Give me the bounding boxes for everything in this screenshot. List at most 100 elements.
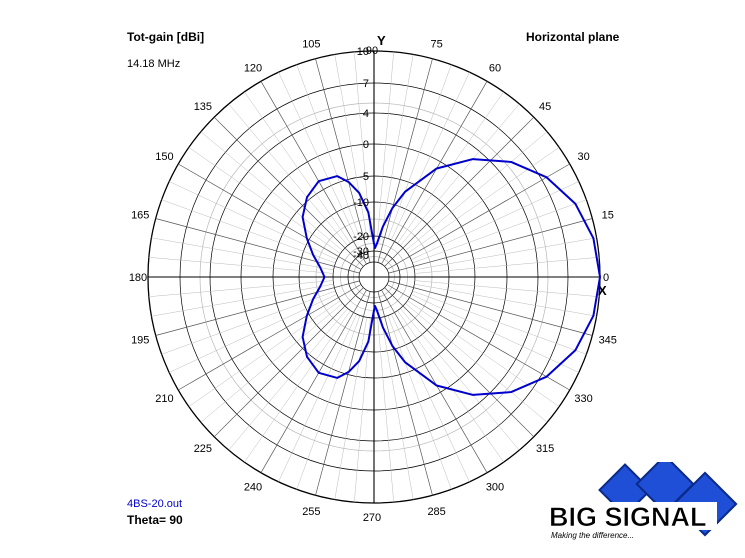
grid-spoke [155,218,360,274]
angle-tick-label: 60 [489,62,501,74]
grid-spoke [384,287,535,438]
grid-spoke [169,294,337,373]
grid-spoke [377,51,394,237]
grid-spoke [260,81,367,265]
grid-spoke [178,284,362,391]
angle-tick-label: 240 [244,482,262,494]
angle-tick-label: 270 [363,512,381,524]
grid-spoke [384,116,535,267]
grid-spoke [387,64,452,239]
grid-spoke [169,181,337,260]
svg-text:BIG SIGNAL: BIG SIGNAL [549,502,707,532]
grid-spoke [334,317,368,500]
angle-tick-label: 90 [366,45,378,57]
grid-spoke [381,81,488,265]
angle-tick-label: 285 [427,506,445,518]
grid-spoke [228,308,348,451]
grid-spoke [200,303,343,423]
grid-spoke [315,291,371,496]
angle-tick-label: 330 [574,393,592,405]
radial-tick-label: 0 [363,139,369,151]
grid-spoke [213,287,364,438]
grid-spoke [377,317,394,503]
grid-spoke [296,64,361,239]
grid-spoke [260,289,367,473]
grid-spoke [412,199,587,264]
grid-spoke [387,315,452,490]
grid-spoke [200,131,343,251]
radial-tick-label: 4 [363,108,369,120]
grid-spoke [391,314,470,482]
angle-tick-label: 315 [536,443,554,455]
grid-spoke [148,257,334,274]
radial-tick-label: 7 [363,78,369,90]
angle-tick-label: 255 [302,506,320,518]
grid-spoke [151,283,334,317]
angle-tick-label: 165 [131,209,149,221]
chart-title: Tot-gain [dBi] [127,30,205,44]
grid-spoke [388,280,593,336]
grid-spoke [151,237,334,271]
grid-spoke [296,315,361,490]
svg-text:Making the difference...: Making the difference... [551,531,634,540]
grid-spoke [400,103,520,246]
radial-tick-label: -30 [353,246,369,258]
radial-tick-label: -40 [353,250,369,262]
grid-spoke [161,290,336,355]
grid-spoke [161,199,336,264]
grid-spoke [377,291,433,496]
tick-labels: 0 15 30 45 60 75 90 105 120 135 150 165 180 195 210 225… [129,38,617,524]
angle-tick-label: 210 [155,393,173,405]
grid-spoke [397,91,504,244]
grid-spoke [388,218,593,274]
grid-spoke [188,147,341,254]
grid-spoke [411,181,579,260]
angle-tick-label: 75 [431,38,443,50]
grid-spoke [414,257,600,274]
angle-tick-label: 120 [244,62,262,74]
grid-spoke [354,51,371,237]
angle-tick-label: 300 [486,482,504,494]
grid-spoke [377,58,433,263]
radial-tick-label: -10 [353,197,369,209]
grid-spoke [228,103,348,246]
grid-spoke [315,58,371,263]
grid-spoke [278,72,357,240]
grid-spoke [155,280,360,336]
plane-label: Horizontal plane [526,30,620,44]
grid-spoke [405,131,548,251]
grid-spoke [178,163,362,270]
angle-tick-label: 45 [539,101,551,113]
angle-tick-label: 0 [603,272,609,284]
radial-tick-label: -20 [353,231,369,243]
grid-spoke [391,72,470,240]
grid-spoke [386,163,570,270]
grid-spoke [412,290,587,355]
angle-tick-label: 345 [599,335,617,347]
grid-spoke [407,300,560,407]
grid-spoke [397,310,504,463]
radial-tick-label: -5 [359,171,369,183]
grid-spoke [278,314,357,482]
grid-spoke [414,283,597,317]
grid-spoke [213,116,364,267]
angle-tick-label: 150 [155,151,173,163]
frequency-label: 14.18 MHz [127,58,181,70]
grid-spoke [414,280,600,297]
grid-spoke [380,317,414,500]
grid-spoke [381,289,488,473]
big-signal-logo: BIG SIGNAL Making the difference... [547,462,738,540]
y-axis-label: Y [377,33,386,48]
grid-spoke [380,54,414,237]
grid-spoke [386,284,570,391]
grid-spoke [148,280,334,297]
angle-tick-label: 105 [302,38,320,50]
grid-spoke [188,300,341,407]
grid-spoke [354,317,371,503]
radial-tick-label: 10 [357,46,369,58]
radiation-pattern [301,158,601,396]
grid-spoke [411,294,579,373]
theta-label: Theta= 90 [127,513,183,527]
grid-spoke [405,303,548,423]
